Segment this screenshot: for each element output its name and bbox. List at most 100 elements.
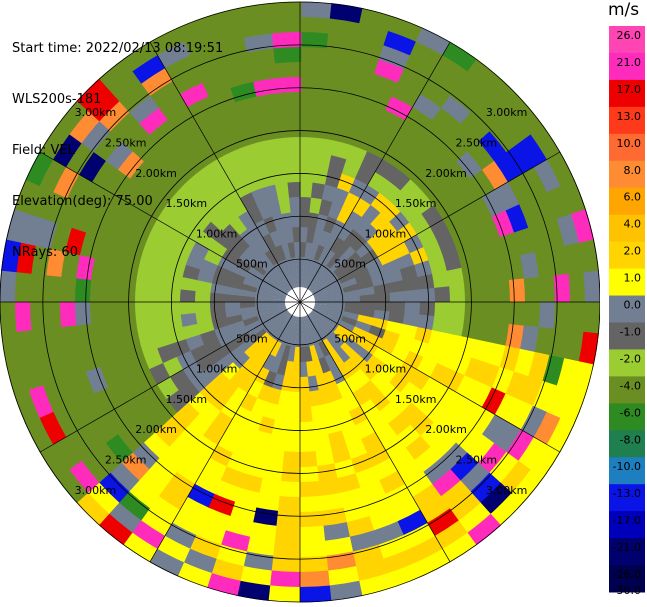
ppi-cell	[396, 424, 421, 449]
ppi-cell	[344, 374, 363, 394]
ppi-cell	[467, 58, 503, 92]
ppi-cell	[38, 443, 70, 479]
ppi-cell	[290, 256, 298, 273]
range-ring-label: 1.00km	[196, 363, 238, 376]
ppi-cell	[530, 125, 562, 161]
ppi-cell	[303, 272, 310, 288]
ppi-cell	[131, 441, 160, 470]
ppi-cell	[280, 466, 300, 483]
ppi-cell	[269, 230, 282, 248]
ppi-cell	[518, 376, 543, 408]
ppi-cell	[74, 300, 92, 326]
ppi-cell	[244, 320, 262, 333]
colorbar-tick-label: -4.0	[620, 379, 641, 392]
ppi-cell	[319, 492, 344, 512]
ppi-cell	[232, 351, 250, 370]
ppi-cell	[433, 171, 459, 197]
ppi-cell	[490, 78, 525, 113]
ppi-cell	[199, 329, 218, 345]
ppi-cell	[308, 313, 321, 327]
ppi-cell	[388, 16, 424, 43]
ppi-cell	[70, 370, 95, 400]
ppi-cell	[464, 302, 481, 322]
ppi-cell	[300, 271, 304, 288]
ppi-cell	[444, 416, 471, 444]
ppi-cell	[281, 121, 301, 138]
ppi-cell	[246, 223, 263, 242]
ppi-cell	[142, 233, 164, 256]
ppi-cell	[128, 352, 150, 376]
azimuth-spoke	[299, 301, 451, 562]
ppi-cell	[507, 174, 534, 206]
ppi-cell	[225, 452, 250, 474]
ppi-cell	[239, 565, 272, 586]
ppi-cell	[269, 246, 282, 264]
ppi-cell	[340, 245, 357, 263]
ppi-cell	[324, 416, 342, 435]
ppi-cell	[269, 295, 286, 301]
ppi-cell	[482, 160, 509, 191]
ppi-cell	[279, 277, 292, 291]
ppi-cell	[290, 316, 297, 332]
ppi-cell	[317, 478, 341, 497]
ppi-cell	[74, 277, 92, 302]
ppi-cell	[232, 234, 251, 252]
ppi-cell	[150, 315, 168, 334]
ppi-cell	[481, 387, 507, 416]
ppi-cell	[254, 331, 270, 347]
ppi-cell	[364, 256, 383, 272]
ppi-cell	[60, 250, 81, 279]
ppi-cell	[299, 361, 308, 378]
ppi-cell	[563, 330, 584, 363]
ppi-cell	[287, 181, 301, 198]
ppi-cell	[143, 144, 171, 172]
ppi-cell	[219, 204, 239, 224]
ppi-cell	[513, 227, 536, 257]
colorbar-swatch	[609, 403, 645, 431]
ppi-cell	[107, 195, 132, 223]
ppi-cell	[264, 448, 285, 467]
azimuth-spoke	[149, 301, 301, 562]
ppi-cell	[457, 399, 483, 427]
ppi-cell	[322, 522, 351, 542]
ppi-cell	[344, 295, 361, 303]
ppi-cell	[314, 302, 331, 306]
ppi-cell	[549, 328, 570, 360]
ppi-cell	[248, 139, 270, 160]
ppi-cell	[254, 366, 270, 385]
ppi-cell	[141, 170, 167, 197]
ppi-cell	[237, 2, 272, 24]
ppi-cell	[354, 271, 372, 284]
ppi-cell	[149, 285, 166, 302]
ppi-cell	[242, 551, 274, 572]
range-ring-label: 3.00km	[75, 106, 117, 119]
range-ring-label: 1.50km	[166, 197, 208, 210]
ppi-cell	[255, 350, 270, 368]
ppi-cell	[209, 292, 226, 302]
ppi-cell	[300, 121, 320, 138]
ppi-cell	[271, 373, 285, 391]
ppi-cell	[158, 93, 189, 120]
ppi-cell	[165, 313, 183, 331]
ppi-cell	[292, 226, 301, 243]
ppi-cell	[510, 469, 544, 505]
ppi-cell	[267, 585, 300, 603]
ppi-cell	[262, 401, 279, 420]
ppi-cell	[336, 324, 353, 338]
ppi-cell	[467, 141, 496, 171]
ppi-cell	[442, 211, 466, 236]
ppi-cell	[379, 109, 407, 134]
colorbar-tick-label: 6.0	[624, 191, 642, 204]
colorbar-tick-label: -13.0	[613, 487, 641, 500]
ppi-cell	[469, 407, 496, 436]
ppi-cell	[368, 507, 398, 532]
ppi-cell	[329, 305, 346, 312]
ppi-cell	[248, 444, 269, 464]
ppi-cell	[409, 246, 430, 266]
ppi-cell	[243, 458, 266, 479]
ppi-cell	[389, 302, 406, 314]
ppi-cell	[418, 496, 451, 524]
ppi-cell	[377, 338, 397, 356]
ppi-cell	[470, 100, 502, 133]
ppi-cell	[352, 368, 371, 388]
